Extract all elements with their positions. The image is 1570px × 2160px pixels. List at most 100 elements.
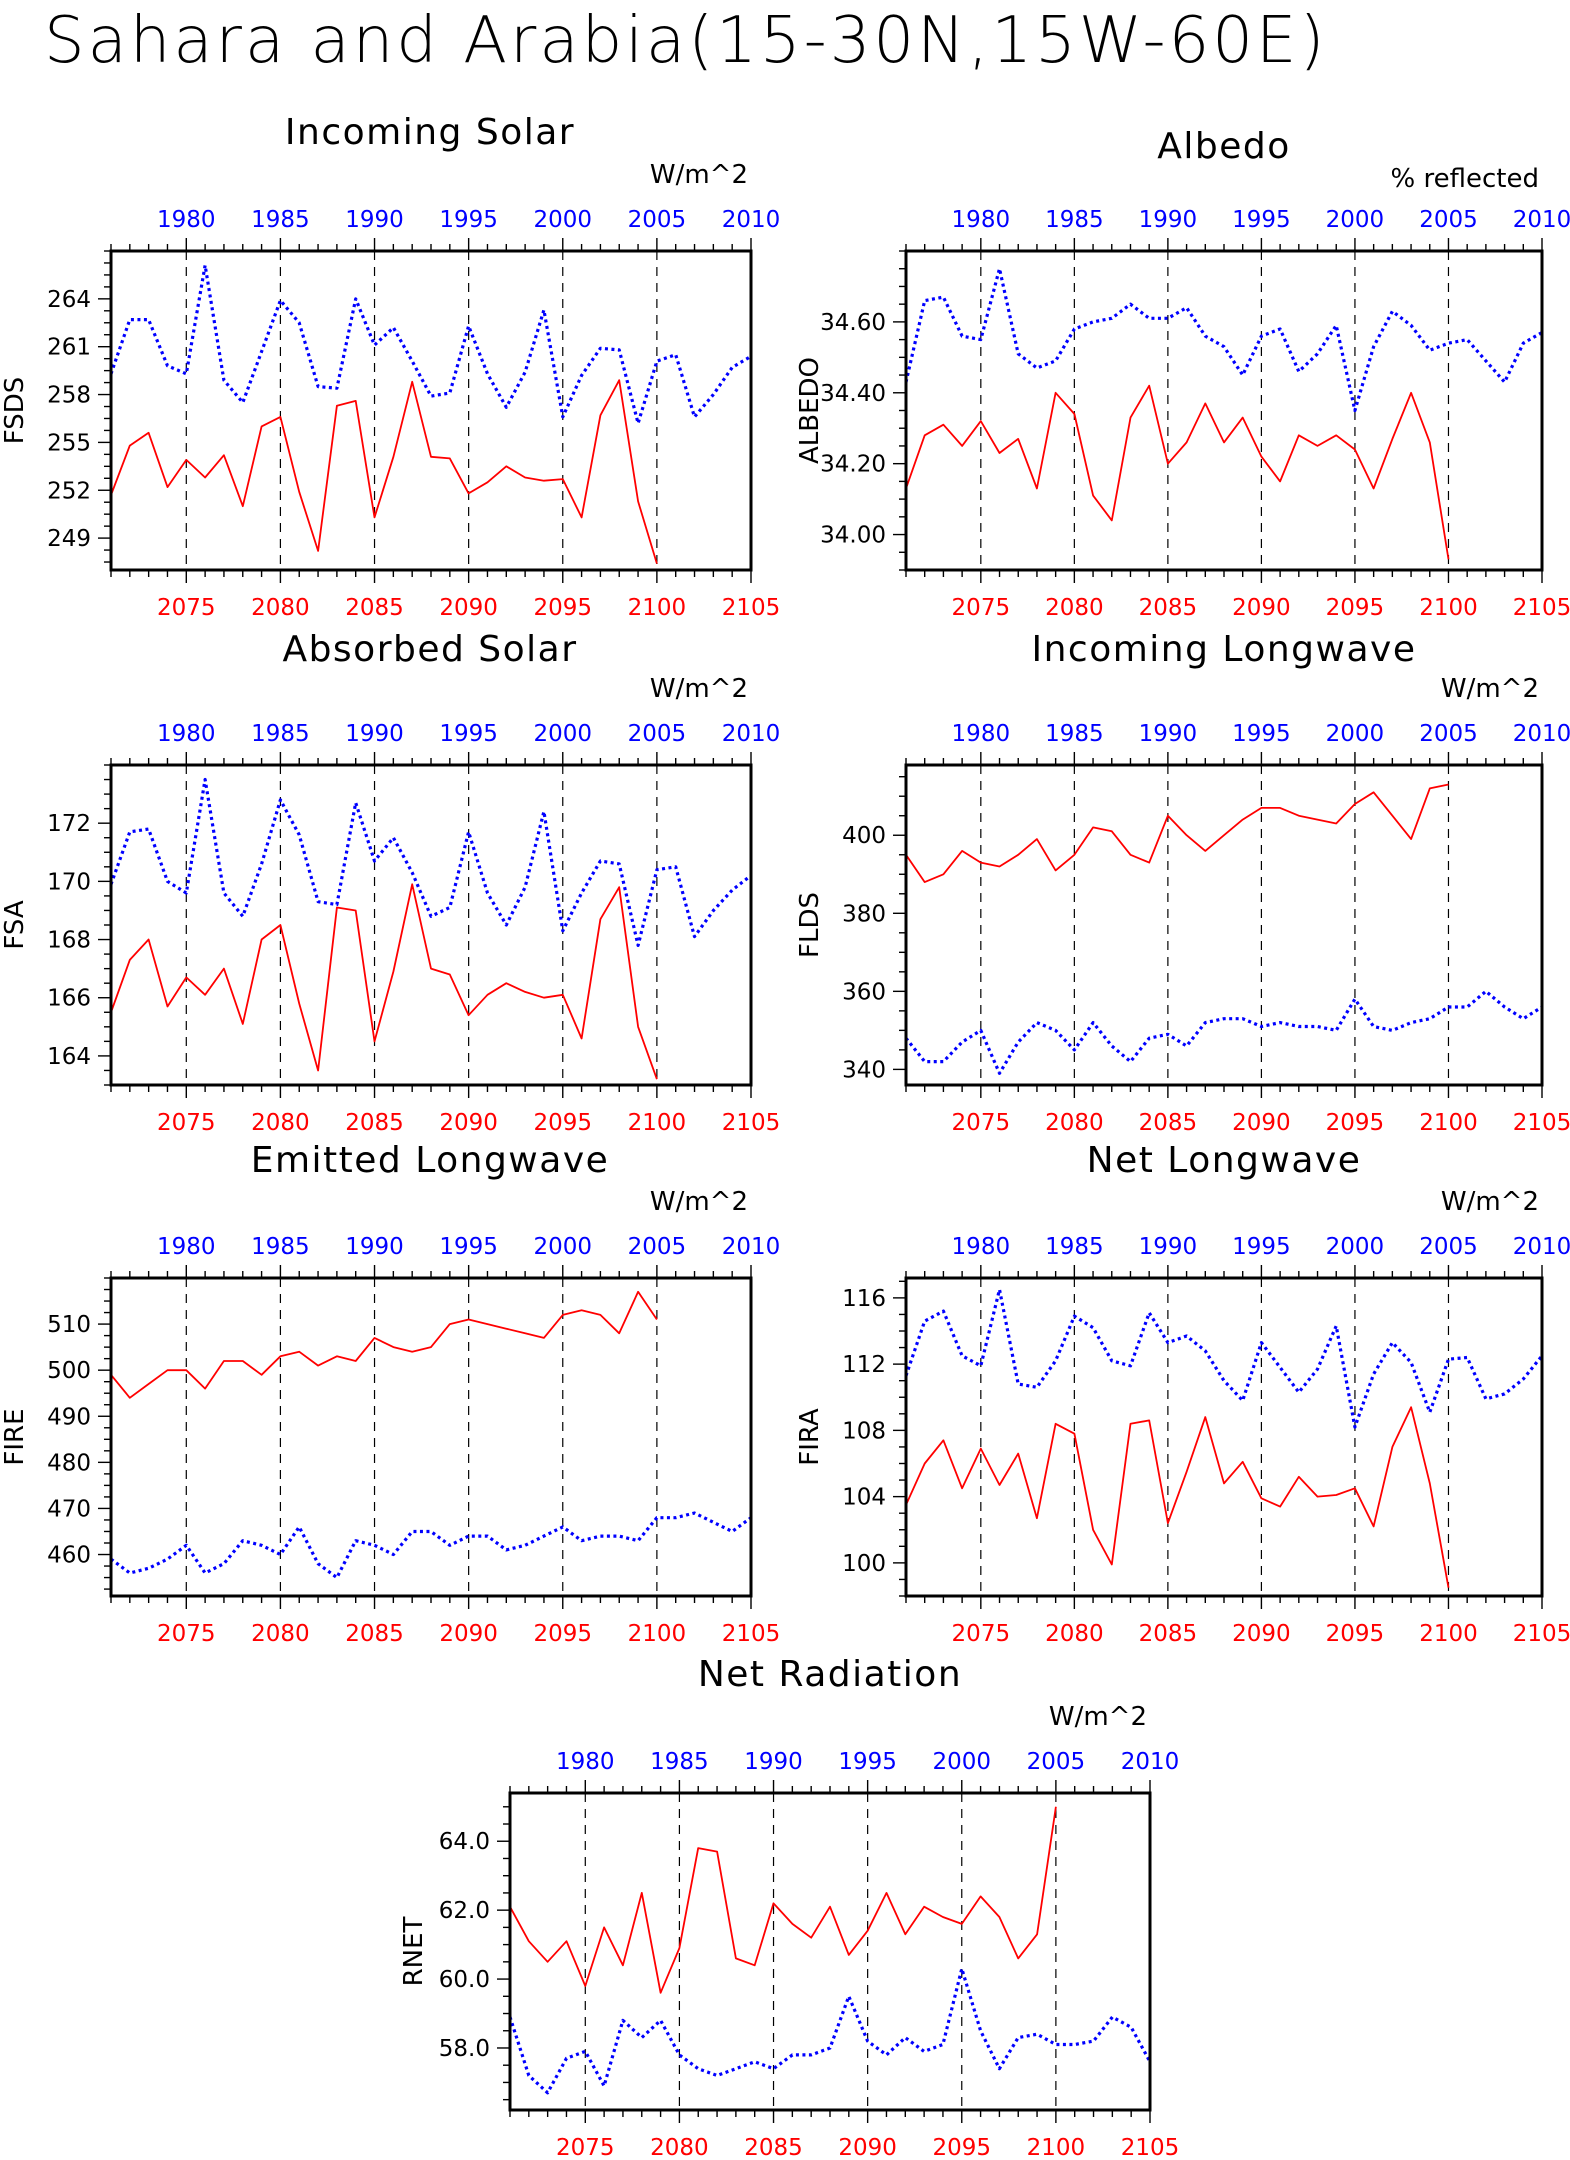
panel-6-ylabel-tick: 104 <box>842 1485 886 1511</box>
panel-3-xlabel-top: 1985 <box>251 721 310 747</box>
panel-1-xlabel-bottom: 2090 <box>439 595 498 621</box>
panel-2-xlabel-top: 1990 <box>1139 207 1198 233</box>
panel-4-xlabel-bottom: 2095 <box>1326 1110 1385 1136</box>
panel-1-ylabel-tick: 252 <box>47 478 91 504</box>
panel-4-xlabel-bottom: 2100 <box>1419 1110 1478 1136</box>
panel-2-ylabel-tick: 34.60 <box>820 310 886 336</box>
panel-7-xlabel-top: 1985 <box>650 1749 709 1775</box>
panel-5-xlabel-top: 1985 <box>251 1234 310 1260</box>
panel-1-ylabel-tick: 255 <box>47 430 91 456</box>
panel-7-ylabel: RNET <box>399 1916 429 1986</box>
panel-4-xlabel-top: 1995 <box>1232 721 1291 747</box>
panel-4-title: Incoming Longwave <box>1031 629 1416 670</box>
panel-7-units: W/m^2 <box>1049 1702 1147 1732</box>
panel-2-frame <box>904 249 1544 572</box>
panel-1-xlabel-top: 1985 <box>251 207 310 233</box>
panel-1-xlabel-bottom: 2075 <box>157 595 216 621</box>
panel-3-xlabel-bottom: 2080 <box>251 1110 310 1136</box>
panel-6-units: W/m^2 <box>1441 1187 1539 1217</box>
panel-5-ylabel-tick: 470 <box>47 1496 91 1522</box>
panel-3-ylabel-tick: 170 <box>47 869 91 895</box>
panel-6-xlabel-top: 1995 <box>1232 1234 1291 1260</box>
panel-4-xlabel-top: 1980 <box>952 721 1011 747</box>
panel-4-ylabel-tick: 340 <box>842 1057 886 1083</box>
panel-7-xlabel-bottom: 2080 <box>650 2135 709 2160</box>
panel-6-xlabel-top: 2010 <box>1513 1234 1570 1260</box>
panel-3-xlabel-top: 2000 <box>533 721 592 747</box>
panel-4-xlabel-bottom: 2085 <box>1139 1110 1198 1136</box>
panel-5-xlabel-bottom: 2080 <box>251 1621 310 1647</box>
panel-2-xlabel-top: 2010 <box>1513 207 1570 233</box>
panel-3-xlabel-top: 1995 <box>439 721 498 747</box>
panel-6-ylabel-tick: 112 <box>842 1352 886 1378</box>
panel-5-ylabel-tick: 490 <box>47 1404 91 1430</box>
panel-6-xlabel-bottom: 2095 <box>1326 1621 1385 1647</box>
panel-3-xlabel-bottom: 2085 <box>345 1110 404 1136</box>
panel-5-xlabel-bottom: 2100 <box>628 1621 687 1647</box>
panel-2-xlabel-bottom: 2105 <box>1513 595 1570 621</box>
panel-6-model-line <box>906 1406 1450 1588</box>
panel-3-xlabel-bottom: 2105 <box>722 1110 781 1136</box>
panel-5-xlabel-bottom: 2090 <box>439 1621 498 1647</box>
panel-5-xlabel-top: 2000 <box>533 1234 592 1260</box>
panel-4-xlabel-top: 1985 <box>1045 721 1104 747</box>
panel-3-xlabel-bottom: 2100 <box>628 1110 687 1136</box>
panel-4-model-line <box>906 783 1449 883</box>
panel-1-title: Incoming Solar <box>285 112 575 153</box>
panel-3-xlabel-bottom: 2095 <box>533 1110 592 1136</box>
panel-7-ylabel-tick: 64.0 <box>439 1829 490 1855</box>
panel-2-xlabel-top: 1985 <box>1045 207 1104 233</box>
panel-4-xlabel-top: 2005 <box>1419 721 1478 747</box>
panel-7-xlabel-top: 1995 <box>838 1749 897 1775</box>
panel-2-xlabel-top: 1980 <box>952 207 1011 233</box>
panel-6-xlabel-top: 1985 <box>1045 1234 1104 1260</box>
panel-5-xlabel-bottom: 2095 <box>533 1621 592 1647</box>
panel-1-model-line <box>111 379 658 564</box>
panel-2-obs-line <box>906 267 1542 413</box>
panel-6-ylabel-tick: 108 <box>842 1418 886 1444</box>
panel-1-units: W/m^2 <box>650 160 748 190</box>
panel-3-frame <box>109 763 753 1087</box>
panel-1-xlabel-bottom: 2085 <box>345 595 404 621</box>
panel-6-xlabel-bottom: 2080 <box>1045 1621 1104 1647</box>
panel-1-ylabel: FSDS <box>0 377 30 445</box>
panel-1-xlabel-top: 2010 <box>722 207 781 233</box>
panel-3-xlabel-top: 1980 <box>157 721 216 747</box>
panel-7-obs-line <box>510 1967 1150 2095</box>
panel-1-frame <box>109 249 753 572</box>
panel-1-xlabel-bottom: 2080 <box>251 595 310 621</box>
panel-5-obs-line <box>111 1511 751 1580</box>
panel-4-xlabel-top: 2000 <box>1326 721 1385 747</box>
panel-3-ylabel: FSA <box>0 900 30 949</box>
panel-5-ylabel-tick: 460 <box>47 1543 91 1569</box>
panel-3-ylabel-tick: 164 <box>47 1044 91 1070</box>
panel-4-frame <box>904 763 1544 1087</box>
panel-7-xlabel-bottom: 2105 <box>1121 2135 1180 2160</box>
panel-1-xlabel-top: 1990 <box>345 207 404 233</box>
panel-1-xlabel-bottom: 2105 <box>722 595 781 621</box>
panel-6-obs-line <box>906 1287 1542 1429</box>
panel-3-ylabel-tick: 168 <box>47 928 91 954</box>
panel-3-xlabel-top: 1990 <box>345 721 404 747</box>
panel-4-ylabel: FLDS <box>795 892 825 958</box>
panel-7-xlabel-top: 2010 <box>1121 1749 1180 1775</box>
panel-5-xlabel-top: 1995 <box>439 1234 498 1260</box>
panel-1-ylabel-tick: 249 <box>47 526 91 552</box>
panel-2-xlabel-top: 1995 <box>1232 207 1291 233</box>
panel-4-xlabel-bottom: 2090 <box>1232 1110 1291 1136</box>
panel-2-xlabel-bottom: 2080 <box>1045 595 1104 621</box>
panel-2-xlabel-top: 2005 <box>1419 207 1478 233</box>
panel-5-units: W/m^2 <box>650 1187 748 1217</box>
panel-7-xlabel-bottom: 2090 <box>838 2135 897 2160</box>
panel-7-xlabel-top: 1980 <box>556 1749 615 1775</box>
panel-6-xlabel-top: 1980 <box>952 1234 1011 1260</box>
panel-3-units: W/m^2 <box>650 674 748 704</box>
panel-7-ylabel-tick: 60.0 <box>439 1967 490 1993</box>
panel-7-xlabel-top: 1990 <box>744 1749 803 1775</box>
panel-3-title: Absorbed Solar <box>282 629 577 670</box>
panel-6-xlabel-top: 2005 <box>1419 1234 1478 1260</box>
panel-2-ylabel-tick: 34.00 <box>820 523 886 549</box>
panel-5-xlabel-bottom: 2105 <box>722 1621 781 1647</box>
panel-7-xlabel-top: 2005 <box>1027 1749 1086 1775</box>
